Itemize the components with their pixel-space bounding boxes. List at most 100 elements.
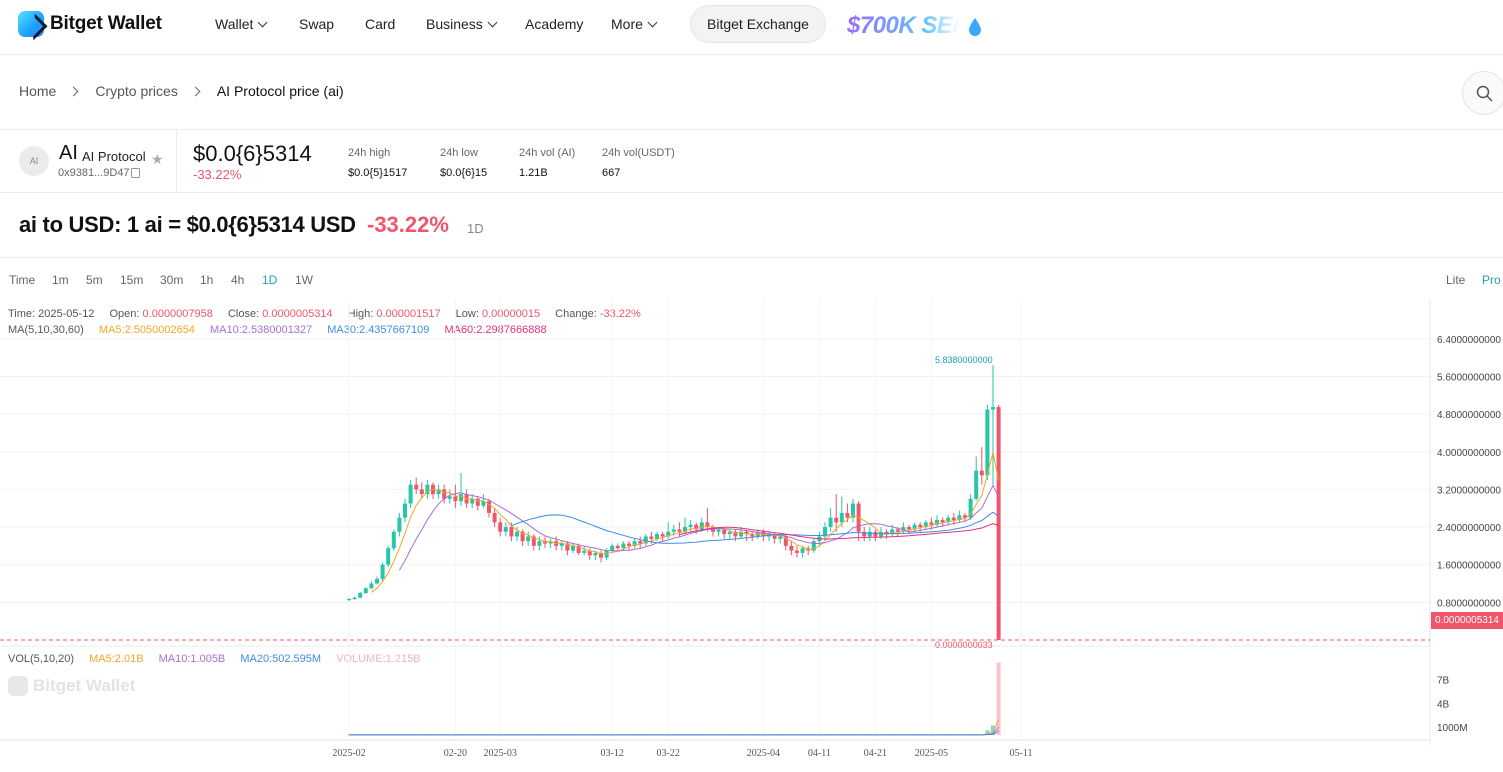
candle-body <box>991 407 995 410</box>
candle-body <box>352 597 357 600</box>
legend-low-label: Low: <box>455 308 479 320</box>
candle-body <box>436 489 441 495</box>
candle-body <box>666 531 671 537</box>
candle-body <box>520 531 525 542</box>
vol-ma5-value: 2.01B <box>114 653 144 665</box>
candle-body <box>918 524 923 528</box>
nav-swap[interactable]: Swap <box>299 16 334 32</box>
mode-lite[interactable]: Lite <box>1446 273 1466 287</box>
candle-body <box>515 531 519 537</box>
candle-body <box>347 599 351 601</box>
candle-body <box>498 522 503 532</box>
ma-line <box>679 523 999 540</box>
tab-30m[interactable]: 30m <box>160 273 184 287</box>
candle-body <box>615 545 620 549</box>
candle-body <box>733 531 738 537</box>
legend-close: 0.0000005314 <box>262 308 333 320</box>
candle-body <box>559 543 564 546</box>
stat-label: 24h vol (AI) <box>519 147 576 159</box>
brand-logo[interactable]: Bitget Wallet <box>18 11 162 37</box>
ma-legend: MA(5,10,30,60) MA5:2.5050002654 MA10:2.5… <box>8 324 547 336</box>
tab-1h[interactable]: 1h <box>200 273 214 287</box>
price-axis-tick: 4.8000000000 <box>1437 410 1501 421</box>
legend-high: 0.000001517 <box>376 308 441 320</box>
ma5-label: MA5: <box>98 324 125 336</box>
nav-wallet[interactable]: Wallet <box>215 16 268 32</box>
candle-body <box>935 520 939 525</box>
nav-more-label: More <box>611 16 643 32</box>
tab-15m[interactable]: 15m <box>120 273 144 287</box>
candle-body <box>985 409 990 476</box>
legend-close-label: Close: <box>227 308 260 320</box>
legend-open-label: Open: <box>109 308 140 320</box>
nav-business[interactable]: Business <box>426 16 498 32</box>
bitget-logo-icon <box>18 11 44 37</box>
price-axis-tick: 2.4000000000 <box>1437 523 1501 534</box>
search-button[interactable] <box>1462 71 1503 115</box>
token-avatar: AI <box>19 146 49 176</box>
candle-body <box>884 531 889 535</box>
candle-body <box>739 531 743 537</box>
candle-body <box>811 541 816 551</box>
bitget-exchange-button[interactable]: Bitget Exchange <box>690 5 826 43</box>
favorite-star-icon[interactable]: ★ <box>151 151 164 167</box>
time-axis-tick: 2025-05 <box>915 748 948 759</box>
headline-interval: 1D <box>467 221 484 236</box>
vol-ma10-label: MA10: <box>158 653 191 665</box>
ma30-value: 2.4357667109 <box>359 324 430 336</box>
candle-body <box>946 517 951 523</box>
candle-body <box>397 517 402 532</box>
vol-ma5-label: MA5: <box>89 653 115 665</box>
candle-body <box>907 527 911 530</box>
nav-academy[interactable]: Academy <box>525 16 583 32</box>
candle-body <box>459 494 463 502</box>
price-change: -33.22% <box>193 167 242 182</box>
candle-body <box>873 531 878 537</box>
candle-body <box>800 548 805 553</box>
legend-low: 0.00000015 <box>481 308 541 320</box>
promo-banner[interactable]: $700K SEI <box>847 12 959 39</box>
nav-card[interactable]: Card <box>365 16 395 32</box>
volume-axis-tick: 4B <box>1437 699 1450 710</box>
copy-icon[interactable] <box>131 168 140 178</box>
token-symbol: AI <box>59 142 78 164</box>
tab-1m[interactable]: 1m <box>52 273 69 287</box>
search-icon <box>1476 85 1493 102</box>
time-axis-tick: 2025-02 <box>332 748 365 759</box>
candle-body <box>839 512 844 523</box>
breadcrumb-home[interactable]: Home <box>19 83 57 99</box>
tab-5m[interactable]: 5m <box>86 273 103 287</box>
candle-body <box>683 527 687 532</box>
candle-body <box>531 536 536 546</box>
candle-body <box>509 527 514 537</box>
candle-body <box>369 583 374 589</box>
candle-body <box>632 541 637 546</box>
candle-body <box>593 552 598 556</box>
candle-body <box>772 534 777 539</box>
stat-label: 24h vol(USDT) <box>602 147 675 159</box>
candle-body <box>867 531 872 537</box>
candle-body <box>604 550 609 558</box>
tab-4h[interactable]: 4h <box>231 273 245 287</box>
candle-body <box>879 531 883 537</box>
candle-body <box>565 543 570 551</box>
candle-body <box>621 543 626 549</box>
volume-axis-tick: 7B <box>1437 676 1450 687</box>
candle-body <box>845 512 850 518</box>
tab-1d[interactable]: 1D <box>262 273 278 287</box>
tab-1w[interactable]: 1W <box>295 273 313 287</box>
tab-time[interactable]: Time <box>9 273 36 287</box>
candle-body <box>722 529 727 535</box>
breadcrumb-crypto-prices[interactable]: Crypto prices <box>95 83 178 99</box>
candle-body <box>543 541 547 544</box>
candle-body <box>996 407 1001 640</box>
mode-pro[interactable]: Pro <box>1482 273 1501 287</box>
candle-body <box>963 515 967 518</box>
top-nav: Bitget Wallet Wallet Swap Card Business … <box>0 0 1503 55</box>
candle-body <box>576 545 581 553</box>
candle-body <box>599 552 603 558</box>
nav-more[interactable]: More <box>611 16 658 32</box>
nav-business-label: Business <box>426 16 483 32</box>
candle-body <box>744 531 749 535</box>
